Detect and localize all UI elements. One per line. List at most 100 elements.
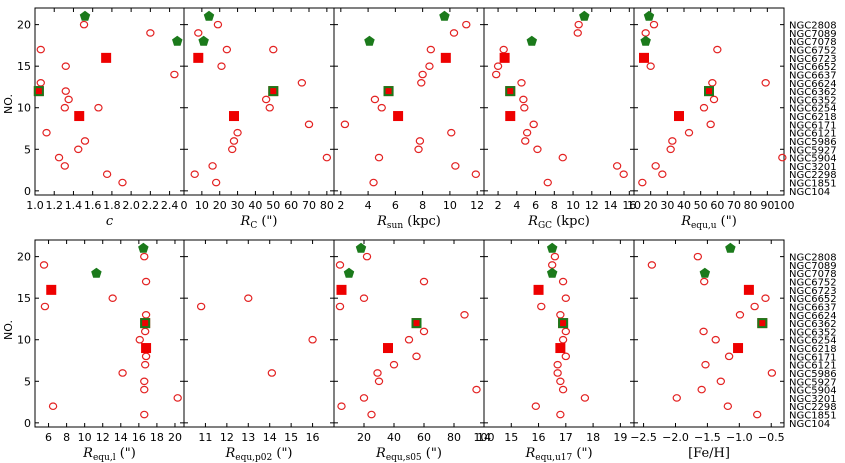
data-point-square-inner (142, 320, 149, 327)
x-tick-label: 13 (241, 431, 255, 444)
panel-9: 14 15 16 17 18 19 Requ,u17 (") (477, 239, 635, 463)
data-point-circle (778, 153, 787, 162)
cluster-name-label: NGC2298 (789, 170, 837, 181)
x-tick-label: 80 (447, 431, 461, 444)
data-point-square (336, 284, 347, 295)
data-point-circle (558, 385, 568, 394)
x-axis-label-sub: GC (538, 221, 552, 231)
data-point-pentagon (138, 242, 149, 253)
cluster-name-label: NGC2808 (789, 253, 837, 264)
panel-2: 0 10 20 30 40 50 60 70 80 RC (") (181, 7, 335, 231)
cluster-name-label: NGC6218 (789, 112, 837, 123)
data-point-circle (451, 162, 460, 170)
data-point-circle (561, 327, 571, 336)
y-tick-label: 15 (17, 60, 31, 73)
x-axis-label-sub: equ,u (691, 221, 717, 231)
data-point-square (533, 284, 544, 295)
data-point-pentagon (79, 10, 91, 21)
data-point-circle (472, 385, 481, 394)
cluster-names-top: NGC104NGC1851NGC2298NGC3201NGC5904NGC592… (789, 21, 837, 198)
cluster-name-label: NGC6652 (789, 62, 837, 73)
x-tick-label: 12 (220, 431, 234, 444)
data-point-square (499, 52, 510, 63)
x-axis-label: Requ,p02 (") (224, 446, 292, 463)
data-point-circle (447, 128, 456, 137)
x-axis-label-sub: sun (387, 221, 403, 231)
cluster-name-label: NGC2298 (789, 402, 837, 413)
x-axis-label: RGC (kpc) (527, 214, 590, 231)
x-tick-label: 18 (150, 431, 164, 444)
x-tick-label: 60 (284, 199, 298, 212)
panel-5: 10 20 30 40 50 60 70 80 90 100 Requ,u (") (627, 7, 795, 231)
x-tick-label: 15 (504, 431, 518, 444)
data-point-square (193, 52, 204, 63)
data-point-circle (36, 79, 45, 87)
x-tick-label: −0.5 (758, 431, 785, 444)
x-axis-label: [Fe/H] (688, 446, 730, 461)
data-point-circle (170, 70, 179, 79)
data-point-pentagon (91, 267, 102, 278)
data-point-circle (471, 170, 481, 179)
panel-frame (183, 239, 335, 428)
x-tick-label: 8 (551, 199, 558, 212)
markers (33, 10, 183, 187)
data-point-circle (724, 352, 734, 361)
x-axis-label-unit: (kpc) (403, 214, 441, 229)
x-tick-label: 30 (660, 199, 674, 212)
x-tick-label: 50 (694, 199, 708, 212)
x-tick-label: −2.5 (630, 431, 657, 444)
cluster-name-label: NGC6624 (789, 79, 837, 90)
data-point-circle (449, 29, 459, 37)
data-point-circle (362, 252, 372, 261)
data-point-square (101, 52, 112, 63)
data-point-circle (222, 45, 232, 54)
data-point-square (555, 343, 566, 354)
data-point-circle (460, 310, 469, 319)
x-axis-label: Rsun (kpc) (376, 214, 441, 231)
x-tick-label: 70 (727, 199, 741, 212)
x-tick-label: 10 (566, 199, 580, 212)
data-point-circle (752, 410, 762, 419)
cluster-name-label: NGC6218 (789, 344, 837, 355)
data-point-circle (553, 369, 562, 377)
data-point-pentagon (643, 10, 655, 21)
markers (638, 10, 787, 187)
data-point-circle (304, 120, 314, 129)
x-tick-label: 15 (284, 431, 298, 444)
data-point-circle (580, 394, 590, 402)
data-point-circle (61, 62, 70, 70)
markers (647, 242, 777, 419)
data-point-circle (701, 360, 710, 369)
x-tick-label: 6 (532, 199, 539, 212)
data-point-circle (638, 178, 647, 187)
x-tick-label: 10 (195, 199, 209, 212)
data-point-circle (335, 261, 345, 269)
data-point-circle (389, 360, 399, 369)
data-point-circle (140, 252, 149, 261)
data-point-circle (547, 261, 557, 269)
cluster-names-bottom: NGC104NGC1851NGC2298NGC3201NGC5904NGC592… (789, 253, 837, 430)
x-tick-label: 40 (387, 431, 401, 444)
data-point-circle (706, 120, 715, 129)
data-point-circle (108, 294, 117, 302)
x-tick-label: 1.8 (103, 199, 121, 212)
data-point-circle (699, 327, 708, 336)
x-tick-label: 80 (744, 199, 758, 212)
data-point-square-inner (35, 88, 42, 95)
x-axis-label-sub: equ,l (93, 453, 116, 463)
x-tick-label: 30 (231, 199, 245, 212)
data-point-circle (709, 95, 719, 104)
data-point-circle (708, 79, 717, 87)
data-point-circle (94, 103, 103, 112)
panel-7: 11 12 13 14 15 16 Requ,p02 (") (183, 239, 335, 463)
data-point-circle (217, 62, 226, 70)
cluster-name-label: NGC5904 (789, 386, 837, 397)
panel-8: 20 40 60 80 100 Requ,s05 (") (333, 239, 495, 463)
x-axis-label-main: R (240, 214, 251, 229)
data-point-circle (750, 302, 759, 311)
data-point-circle (228, 145, 237, 154)
x-tick-label: 60 (710, 199, 724, 212)
panel-frame (633, 239, 785, 428)
data-point-circle (550, 252, 560, 261)
